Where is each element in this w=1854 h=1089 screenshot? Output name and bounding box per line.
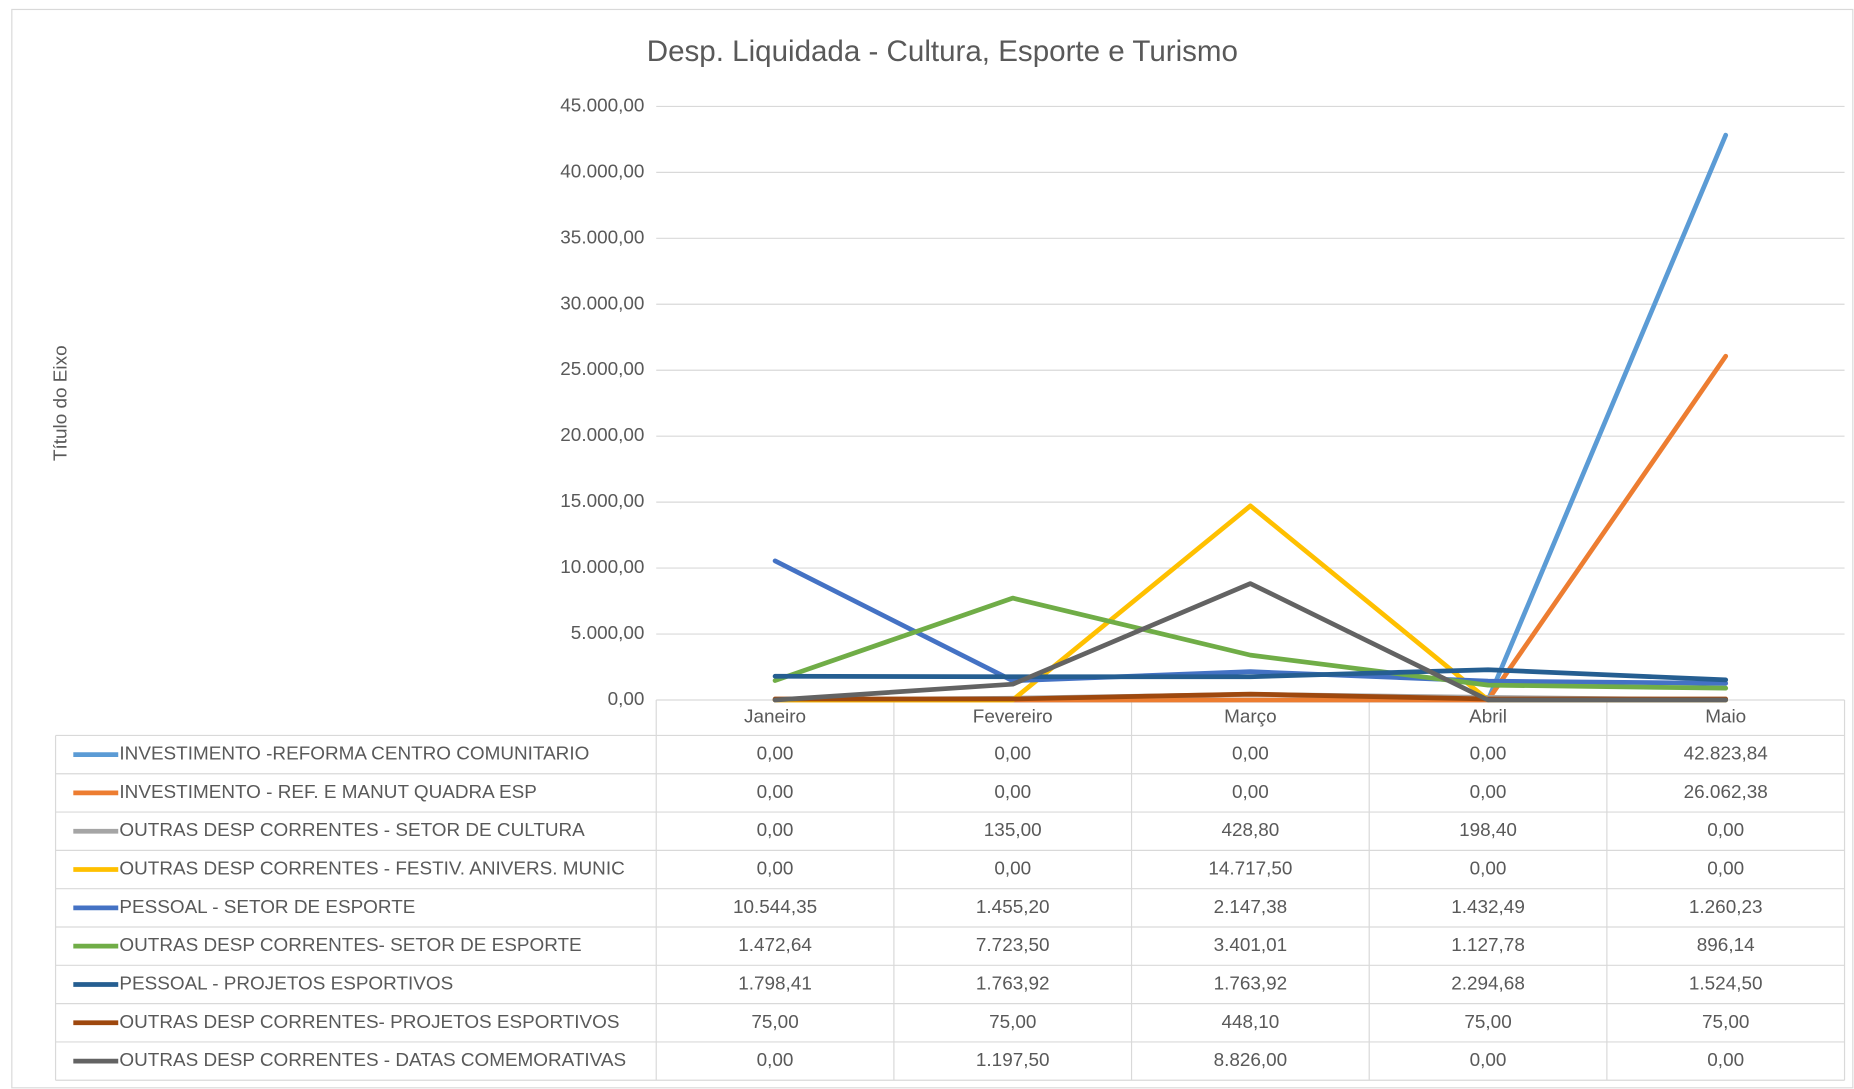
y-tick-label: 0,00 (608, 689, 645, 710)
table-cell: 0,00 (1470, 859, 1507, 880)
table-cell: 0,00 (1232, 744, 1269, 765)
y-tick-label: 40.000,00 (560, 161, 644, 182)
legend-label: PESSOAL - PROJETOS ESPORTIVOS (119, 973, 453, 994)
legend-label: OUTRAS DESP CORRENTES - DATAS COMEMORATI… (119, 1050, 626, 1071)
table-cell: 1.763,92 (976, 973, 1050, 994)
table-cell: 14.717,50 (1208, 859, 1292, 880)
table-cell: 75,00 (751, 1012, 798, 1033)
table-cell: 0,00 (757, 859, 794, 880)
y-tick-label: 20.000,00 (560, 425, 644, 446)
table-cell: 0,00 (994, 782, 1031, 803)
table-cell: 10.544,35 (733, 897, 817, 918)
y-tick-label: 5.000,00 (571, 623, 645, 644)
table-cell: 0,00 (994, 744, 1031, 765)
table-cell: 1.197,50 (976, 1050, 1050, 1071)
table-cell: 448,10 (1221, 1012, 1279, 1033)
table-cell: 0,00 (757, 782, 794, 803)
legend-label: INVESTIMENTO -REFORMA CENTRO COMUNITARIO (119, 744, 589, 765)
table-cell: 0,00 (994, 859, 1031, 880)
y-axis-title: Título do Eixo (50, 345, 71, 461)
chart-title: Desp. Liquidada - Cultura, Esporte e Tur… (647, 35, 1238, 68)
y-tick-label: 30.000,00 (560, 293, 644, 314)
x-tick-label: Fevereiro (973, 707, 1053, 728)
table-cell: 198,40 (1459, 820, 1517, 841)
table-cell: 0,00 (1470, 744, 1507, 765)
table-cell: 26.062,38 (1684, 782, 1768, 803)
y-tick-label: 35.000,00 (560, 227, 644, 248)
table-cell: 3.401,01 (1214, 935, 1288, 956)
table-cell: 0,00 (1707, 1050, 1744, 1071)
table-cell: 1.432,49 (1451, 897, 1525, 918)
table-cell: 2.294,68 (1451, 973, 1525, 994)
table-cell: 8.826,00 (1214, 1050, 1288, 1071)
table-cell: 1.472,64 (738, 935, 812, 956)
series-line (772, 667, 1729, 683)
legend-label: INVESTIMENTO - REF. E MANUT QUADRA ESP (119, 782, 536, 803)
table-cell: 0,00 (1707, 820, 1744, 841)
x-tick-label: Abril (1469, 707, 1507, 728)
table-cell: 0,00 (757, 820, 794, 841)
table-cell: 0,00 (757, 1050, 794, 1071)
x-tick-label: Janeiro (744, 707, 806, 728)
chart-border (11, 8, 1854, 1089)
series-line (772, 558, 1729, 686)
x-tick-label: Maio (1705, 707, 1746, 728)
table-cell: 1.763,92 (1214, 973, 1288, 994)
table-cell: 0,00 (757, 744, 794, 765)
legend-label: PESSOAL - SETOR DE ESPORTE (119, 897, 415, 918)
table-cell: 1.798,41 (738, 973, 812, 994)
table-cell: 896,14 (1697, 935, 1755, 956)
y-tick-label: 45.000,00 (560, 95, 644, 116)
table-cell: 2.147,38 (1214, 897, 1288, 918)
table-cell: 0,00 (1470, 782, 1507, 803)
legend-label: OUTRAS DESP CORRENTES- PROJETOS ESPORTIV… (119, 1012, 619, 1033)
table-cell: 1.524,50 (1689, 973, 1763, 994)
series-line (772, 595, 1729, 691)
table-cell: 75,00 (1702, 1012, 1749, 1033)
legend-label: OUTRAS DESP CORRENTES - FESTIV. ANIVERS.… (119, 859, 624, 880)
table-cell: 7.723,50 (976, 935, 1050, 956)
table-cell: 0,00 (1707, 859, 1744, 880)
series-line (772, 581, 1729, 703)
table-cell: 0,00 (1470, 1050, 1507, 1071)
legend-label: OUTRAS DESP CORRENTES- SETOR DE ESPORTE (119, 935, 581, 956)
table-cell: 75,00 (989, 1012, 1036, 1033)
y-tick-label: 25.000,00 (560, 359, 644, 380)
table-cell: 42.823,84 (1684, 744, 1768, 765)
table-cell: 1.455,20 (976, 897, 1050, 918)
legend-label: OUTRAS DESP CORRENTES - SETOR DE CULTURA (119, 820, 585, 841)
table-cell: 0,00 (1232, 782, 1269, 803)
table-cell: 75,00 (1464, 1012, 1511, 1033)
table-cell: 1.260,23 (1689, 897, 1763, 918)
table-cell: 135,00 (984, 820, 1042, 841)
table-cell: 1.127,78 (1451, 935, 1525, 956)
table-cell: 428,80 (1221, 820, 1279, 841)
y-tick-label: 10.000,00 (560, 557, 644, 578)
y-tick-label: 15.000,00 (560, 491, 644, 512)
x-tick-label: Março (1224, 707, 1277, 728)
